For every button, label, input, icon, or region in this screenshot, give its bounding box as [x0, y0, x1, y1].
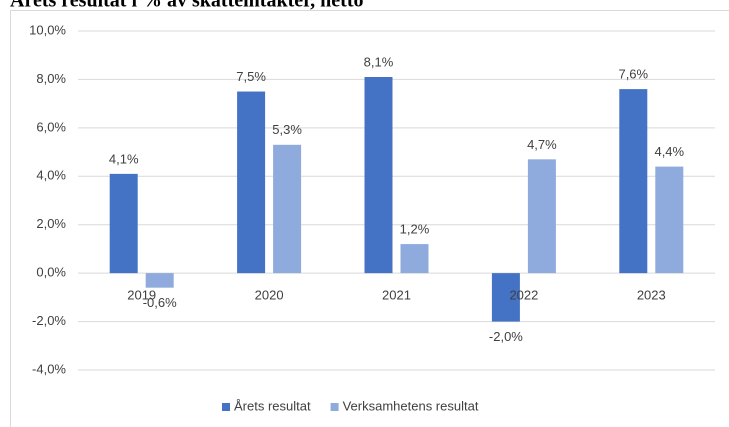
legend-swatch [222, 403, 230, 411]
bar [273, 144, 302, 274]
bar [491, 273, 520, 322]
y-tick-label: -2,0% [32, 313, 66, 328]
x-tick-label: 2023 [637, 288, 666, 303]
chart-title: Årets resultat i % av skatteintäkter, ne… [10, 0, 363, 12]
bar [145, 273, 174, 288]
y-tick-label: 8,0% [36, 71, 66, 86]
data-label: -2,0% [489, 329, 523, 344]
bar [400, 244, 429, 274]
data-label: -0,6% [143, 295, 177, 310]
y-tick-label: 0,0% [36, 265, 66, 280]
legend-label: Verksamhetens resultat [343, 398, 479, 413]
bar [619, 89, 648, 274]
x-tick-label: 2019 [127, 288, 156, 303]
bar [527, 159, 556, 274]
y-tick-label: 6,0% [36, 119, 66, 134]
x-tick-label: 2022 [509, 288, 538, 303]
data-label: 4,7% [527, 137, 557, 152]
x-tick-label: 2021 [382, 288, 411, 303]
y-tick-label: 2,0% [36, 216, 66, 231]
y-tick-label: -4,0% [32, 361, 66, 376]
bar [364, 77, 393, 274]
bar [237, 91, 266, 274]
legend-label: Årets resultat [234, 398, 311, 413]
data-label: 7,6% [618, 67, 648, 82]
data-label: 5,3% [272, 122, 302, 137]
x-tick-label: 2020 [255, 288, 284, 303]
y-tick-label: 4,0% [36, 168, 66, 183]
bar [109, 173, 138, 274]
data-label: 8,1% [364, 54, 394, 69]
bar [655, 166, 684, 274]
data-label: 4,1% [109, 151, 139, 166]
data-label: 7,5% [236, 69, 266, 84]
data-label: 1,2% [400, 222, 430, 237]
legend-swatch [330, 403, 339, 411]
data-label: 4,4% [654, 144, 684, 159]
y-tick-label: 10,0% [29, 22, 66, 37]
